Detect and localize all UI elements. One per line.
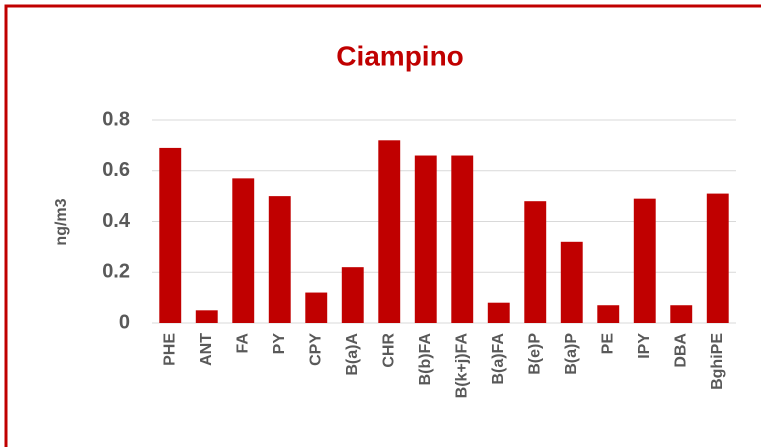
- x-tick-label: B(a)P: [563, 333, 580, 375]
- x-tick-label: IPY: [636, 333, 653, 359]
- x-tick-label: DBA: [672, 333, 689, 368]
- bar: [487, 302, 510, 323]
- bar: [560, 241, 583, 323]
- x-tick-label: B(b)FA: [417, 333, 434, 386]
- x-tick-label: FA: [234, 333, 251, 354]
- bar: [305, 292, 328, 323]
- x-tick-label: B(a)A: [344, 333, 361, 376]
- y-tick-label: 0.4: [102, 210, 131, 232]
- bar: [597, 305, 620, 323]
- bar: [341, 267, 364, 323]
- x-tick-label: PY: [271, 333, 288, 355]
- x-tick-label: BghiPE: [709, 333, 726, 390]
- bar: [524, 201, 547, 323]
- x-tick-label: PHE: [161, 333, 178, 366]
- y-tick-label: 0.2: [102, 261, 130, 283]
- bar: [232, 178, 255, 323]
- bar: [159, 147, 182, 323]
- bar: [670, 305, 693, 323]
- y-tick-label: 0.8: [102, 108, 130, 130]
- x-tick-label: CPY: [307, 333, 324, 366]
- x-tick-label: CHR: [380, 333, 397, 368]
- bar: [633, 198, 656, 323]
- bar: [706, 193, 729, 323]
- bar: [195, 310, 218, 323]
- bar: [378, 140, 401, 323]
- y-axis-label: ng/m3: [53, 198, 70, 245]
- x-tick-label: ANT: [198, 333, 215, 366]
- bar: [414, 155, 437, 323]
- bar: [451, 155, 474, 323]
- chart-title: Ciampino: [336, 40, 464, 71]
- x-tick-label: PE: [599, 333, 616, 355]
- bar: [268, 196, 291, 323]
- x-tick-label: B(e)P: [526, 333, 543, 375]
- y-tick-label: 0.6: [102, 159, 130, 181]
- y-tick-label: 0: [119, 311, 130, 333]
- x-tick-label: B(k+j)FA: [453, 333, 470, 399]
- x-tick-label: B(a)FA: [490, 333, 507, 385]
